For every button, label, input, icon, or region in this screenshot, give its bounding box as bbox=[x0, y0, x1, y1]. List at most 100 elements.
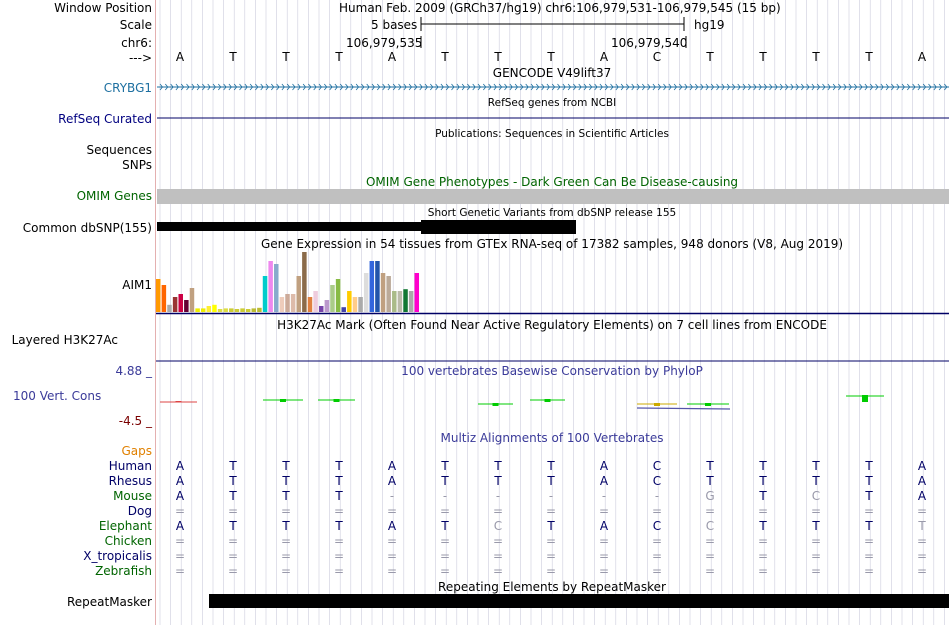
gencode-chevron bbox=[217, 83, 222, 91]
species-label[interactable]: Elephant bbox=[98, 519, 152, 533]
gencode-chevron bbox=[334, 83, 338, 91]
species-label[interactable]: Chicken bbox=[104, 534, 152, 548]
alignment-base: = bbox=[598, 549, 610, 563]
alignment-base: T bbox=[865, 519, 873, 533]
gtex-bar bbox=[195, 308, 200, 312]
repeat-label[interactable]: RepeatMasker bbox=[66, 595, 152, 609]
gencode-chevron bbox=[806, 83, 810, 91]
gencode-chevron bbox=[827, 83, 831, 91]
gencode-chevron bbox=[488, 83, 492, 91]
gencode-chevron bbox=[774, 83, 778, 91]
sequence-base: C bbox=[652, 50, 662, 64]
assembly-short: hg19 bbox=[694, 18, 725, 32]
gencode-chevron bbox=[901, 83, 906, 91]
phylop-label[interactable]: 100 Vert. Cons bbox=[13, 389, 102, 403]
gencode-chevron bbox=[482, 83, 487, 91]
snps-label[interactable]: SNPs bbox=[122, 158, 152, 172]
gencode-chevron bbox=[843, 83, 847, 91]
gencode-chevron bbox=[382, 83, 386, 91]
dbsnp-bar bbox=[421, 220, 576, 234]
gtex-gene-label[interactable]: AIM1 bbox=[122, 278, 152, 292]
gencode-chevron bbox=[726, 83, 731, 91]
dbsnp-label[interactable]: Common dbSNP(155) bbox=[22, 221, 152, 235]
gencode-chevron bbox=[541, 83, 545, 91]
gtex-bar bbox=[212, 304, 217, 312]
species-label[interactable]: Mouse bbox=[113, 489, 152, 503]
alignment-base: = bbox=[704, 534, 716, 548]
species-label[interactable]: Zebrafish bbox=[95, 564, 152, 578]
sequences-label[interactable]: Sequences bbox=[86, 143, 152, 157]
alignment-base: T bbox=[335, 459, 343, 473]
scale-label: Scale bbox=[119, 18, 152, 32]
gtex-bar bbox=[217, 309, 223, 312]
gencode-chevron bbox=[477, 83, 482, 91]
gencode-chevron bbox=[239, 83, 243, 91]
gtex-bar bbox=[318, 306, 324, 312]
gtex-bar bbox=[229, 308, 234, 312]
gtex-bar bbox=[240, 308, 245, 312]
alignment-base: T bbox=[812, 474, 820, 488]
refseq-label[interactable]: RefSeq Curated bbox=[58, 112, 152, 126]
gencode-chevron bbox=[233, 83, 238, 91]
gaps-label[interactable]: Gaps bbox=[121, 444, 152, 458]
phylop-mark bbox=[654, 403, 660, 406]
gencode-chevron bbox=[880, 83, 884, 91]
gencode-chevron bbox=[620, 83, 625, 91]
repeatmasker-bar bbox=[209, 594, 949, 608]
gencode-chevron bbox=[223, 83, 227, 91]
h3k27ac-label[interactable]: Layered H3K27Ac bbox=[11, 333, 118, 347]
gencode-chevron bbox=[392, 83, 397, 91]
species-label[interactable]: Rhesus bbox=[108, 474, 152, 488]
gencode-chevron bbox=[578, 83, 582, 91]
phylop-max: 4.88 _ bbox=[115, 364, 152, 378]
gtex-bar bbox=[302, 252, 307, 312]
gencode-chevron bbox=[191, 83, 195, 91]
gencode-chevron bbox=[498, 83, 503, 91]
alignment-base: T bbox=[441, 459, 449, 473]
alignment-base: = bbox=[598, 534, 610, 548]
gencode-chevron bbox=[652, 83, 656, 91]
alignment-base: = bbox=[863, 504, 875, 518]
gencode-chevron bbox=[408, 83, 413, 91]
species-label[interactable]: Human bbox=[108, 459, 152, 473]
alignment-base: = bbox=[227, 549, 239, 563]
gencode-chevron bbox=[297, 83, 301, 91]
alignment-base: = bbox=[545, 564, 557, 578]
gencode-chevron bbox=[535, 83, 540, 91]
gencode-gene-label[interactable]: CRYBG1 bbox=[103, 81, 152, 95]
alignment-base: T bbox=[547, 519, 555, 533]
gencode-chevron bbox=[689, 83, 694, 91]
phylop-min: -4.5 _ bbox=[118, 414, 152, 428]
alignment-base: = bbox=[174, 564, 186, 578]
gencode-chevron bbox=[763, 83, 768, 91]
species-label[interactable]: Dog bbox=[127, 504, 152, 518]
alignment-base: - bbox=[654, 489, 660, 503]
gencode-chevron bbox=[838, 83, 842, 91]
gencode-chevron bbox=[832, 83, 837, 91]
alignment-base: T bbox=[335, 489, 343, 503]
omim-label[interactable]: OMIM Genes bbox=[76, 189, 152, 203]
gencode-chevron bbox=[853, 83, 858, 91]
gencode-chevron bbox=[292, 83, 296, 91]
alignment-base: T bbox=[441, 519, 449, 533]
alignment-base: = bbox=[386, 549, 398, 563]
alignment-base: T bbox=[229, 519, 237, 533]
species-label[interactable]: X_tropicalis bbox=[83, 549, 152, 563]
gtex-bar bbox=[363, 273, 369, 312]
alignment-base: = bbox=[492, 564, 504, 578]
alignment-base: = bbox=[386, 564, 398, 578]
gencode-chevron bbox=[588, 83, 593, 91]
alignment-base: = bbox=[757, 504, 769, 518]
gencode-chevron bbox=[159, 83, 164, 91]
gencode-chevron bbox=[684, 83, 688, 91]
alignment-base: C bbox=[705, 519, 715, 533]
gencode-chevron bbox=[281, 83, 285, 91]
alignment-base: = bbox=[757, 549, 769, 563]
alignment-base: = bbox=[386, 504, 398, 518]
alignment-base: = bbox=[598, 564, 610, 578]
alignment-base: T bbox=[494, 459, 502, 473]
gencode-chevron bbox=[520, 83, 524, 91]
gencode-chevron bbox=[631, 83, 635, 91]
multiz-title: Multiz Alignments of 100 Vertebrates bbox=[440, 431, 664, 445]
alignment-base: T bbox=[759, 474, 767, 488]
